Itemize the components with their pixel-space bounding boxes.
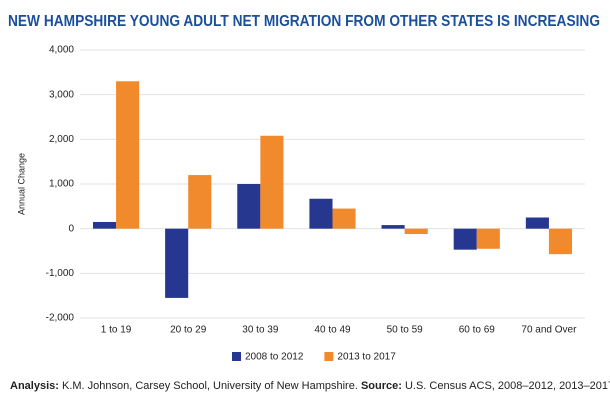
y-tick-label: -2,000 <box>46 313 75 324</box>
legend-swatch <box>232 352 241 361</box>
bar <box>165 228 189 298</box>
legend-label: 2013 to 2017 <box>337 352 396 363</box>
analysis-text: K.M. Johnson, Carsey School, University … <box>62 380 358 392</box>
y-tick-label: 3,000 <box>49 89 74 100</box>
y-axis-label: Annual Change <box>16 153 26 215</box>
bar <box>237 184 261 229</box>
bar <box>404 228 428 235</box>
y-tick-label: 1,000 <box>49 179 74 190</box>
chart-title: NEW HAMPSHIRE YOUNG ADULT NET MIGRATION … <box>8 13 600 30</box>
bar <box>332 208 356 229</box>
bar <box>116 81 140 229</box>
y-tick-label: 4,000 <box>49 45 74 56</box>
source-text: U.S. Census ACS, 2008–2012, 2013–2017 <box>405 380 610 392</box>
bar <box>453 228 477 250</box>
bar <box>476 228 500 249</box>
bar <box>260 135 284 229</box>
bar <box>188 175 212 229</box>
legend-label: 2008 to 2012 <box>245 352 304 363</box>
analysis-label: Analysis: <box>10 380 59 392</box>
bar <box>92 221 117 229</box>
bar <box>309 198 333 229</box>
bar <box>525 217 549 229</box>
legend-swatch <box>324 352 334 361</box>
x-tick-label: 20 to 29 <box>170 325 207 336</box>
y-tick-label: 0 <box>68 223 74 234</box>
x-tick-label: 60 to 69 <box>459 325 496 336</box>
y-tick-label: 2,000 <box>49 134 74 145</box>
source-note: Analysis: K.M. Johnson, Carsey School, U… <box>10 380 610 392</box>
bar <box>381 225 405 229</box>
source-label: Source: <box>361 380 402 392</box>
x-tick-label: 50 to 59 <box>387 325 424 336</box>
x-tick-label: 70 and Over <box>521 325 577 336</box>
bar <box>548 228 573 255</box>
x-tick-label: 40 to 49 <box>314 325 351 336</box>
y-tick-label: -1,000 <box>46 268 75 279</box>
x-tick-label: 1 to 19 <box>101 325 132 336</box>
x-tick-label: 30 to 39 <box>242 325 279 336</box>
